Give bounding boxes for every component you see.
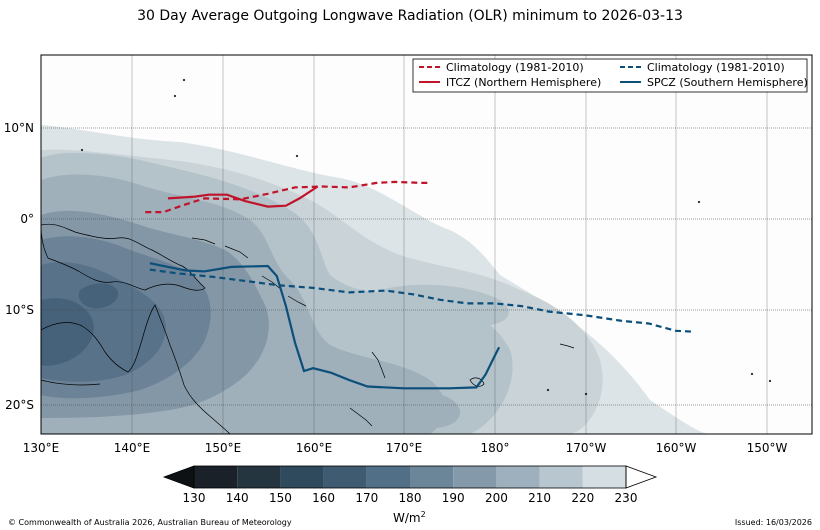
y-tick-label: 0° bbox=[20, 212, 34, 226]
y-axis-labels: 10°N 0° 10°S 20°S bbox=[4, 121, 34, 412]
colorbar-tick-label: 140 bbox=[226, 491, 249, 505]
colorbar-high-extend bbox=[625, 465, 658, 489]
colorbar-bin bbox=[410, 466, 454, 488]
fiji-coast bbox=[469, 377, 485, 387]
island-marker-8 bbox=[546, 388, 550, 392]
olr-contour-160-png bbox=[78, 283, 119, 309]
colorbar-tick-label: 160 bbox=[312, 491, 335, 505]
colorbar-unit-exponent: 2 bbox=[420, 510, 426, 519]
x-tick-label: 170°E bbox=[386, 441, 423, 455]
colorbar-frame bbox=[193, 465, 627, 489]
y-tick-label: 10°N bbox=[4, 121, 34, 135]
colorbar-bin bbox=[453, 466, 497, 488]
spcz-climatology-line bbox=[149, 268, 695, 333]
spcz-line bbox=[149, 262, 501, 390]
colorbar-bin bbox=[539, 466, 583, 488]
colorbar-tick-label: 130 bbox=[183, 491, 206, 505]
colorbar-unit: W/m2 bbox=[393, 510, 426, 525]
x-tick-label: 130°E bbox=[23, 441, 60, 455]
y-tick-label: 20°S bbox=[5, 398, 34, 412]
legend-box bbox=[412, 58, 808, 93]
coastlines bbox=[41, 78, 772, 434]
gridlines bbox=[41, 55, 812, 434]
new-guinea-coast bbox=[41, 223, 206, 291]
solomon-islands-coast bbox=[261, 275, 307, 307]
colorbar-bin bbox=[582, 466, 626, 488]
colorbar-tick-label: 230 bbox=[615, 491, 638, 505]
issued-date: Issued: 16/03/2026 bbox=[734, 518, 812, 527]
colorbar-bin bbox=[323, 466, 367, 488]
itcz-climatology-line bbox=[145, 180, 431, 214]
samoa-coast bbox=[559, 343, 575, 349]
new-britain-coast bbox=[191, 237, 249, 259]
legend-label: SPCZ (Southern Hemisphere) bbox=[647, 76, 808, 89]
colorbar-tick-label: 150 bbox=[269, 491, 292, 505]
map-legend: Climatology (1981-2010) ITCZ (Northern H… bbox=[412, 58, 808, 93]
olr-shading bbox=[41, 125, 710, 434]
island-marker-7 bbox=[768, 379, 772, 383]
island-marker-4 bbox=[295, 154, 299, 158]
colorbar-tick-label: 210 bbox=[528, 491, 551, 505]
colorbar-bin bbox=[194, 466, 238, 488]
olr-contour-secondary bbox=[374, 284, 509, 327]
colorbar-tick-label: 190 bbox=[442, 491, 465, 505]
colorbar: 130 140 150 160 170 180 190 200 210 220 … bbox=[162, 465, 658, 505]
colorbar-tick-label: 200 bbox=[485, 491, 508, 505]
island-marker-9 bbox=[584, 392, 588, 396]
itcz-line bbox=[167, 185, 319, 208]
colorbar-bin bbox=[237, 466, 281, 488]
colorbar-tick-label: 220 bbox=[571, 491, 594, 505]
colorbar-low-extend bbox=[162, 465, 195, 489]
x-tick-label: 150°W bbox=[747, 441, 788, 455]
island-marker-3 bbox=[80, 148, 84, 152]
olr-contour-secondary-2 bbox=[396, 392, 461, 429]
x-tick-label: 140°E bbox=[114, 441, 151, 455]
colorbar-unit-text: W/m bbox=[393, 511, 421, 525]
copyright-footer: © Commonwealth of Australia 2026, Austra… bbox=[8, 518, 292, 527]
x-tick-label: 180° bbox=[481, 441, 510, 455]
map-title: 30 Day Average Outgoing Longwave Radiati… bbox=[137, 8, 683, 24]
colorbar-bin bbox=[496, 466, 540, 488]
x-axis-labels: 130°E 140°E 150°E 160°E 170°E 180° 170°W… bbox=[23, 441, 788, 455]
x-tick-label: 160°W bbox=[656, 441, 697, 455]
legend-label: Climatology (1981-2010) bbox=[446, 61, 584, 74]
colorbar-bin bbox=[280, 466, 324, 488]
legend-label: Climatology (1981-2010) bbox=[647, 61, 785, 74]
convergence-lines bbox=[145, 180, 695, 390]
island-marker-1 bbox=[182, 78, 186, 82]
island-marker-2 bbox=[173, 94, 177, 98]
colorbar-tick-label: 170 bbox=[355, 491, 378, 505]
island-marker-6 bbox=[750, 372, 754, 376]
new-caledonia-coast bbox=[349, 407, 373, 427]
x-tick-label: 170°W bbox=[566, 441, 607, 455]
plot-frame bbox=[40, 54, 813, 435]
x-tick-label: 160°E bbox=[296, 441, 333, 455]
legend-label: ITCZ (Northern Hemisphere) bbox=[446, 76, 601, 89]
vanuatu-coast bbox=[371, 351, 386, 379]
y-tick-label: 10°S bbox=[5, 303, 34, 317]
colorbar-tick-label: 180 bbox=[399, 491, 422, 505]
australia-coast bbox=[41, 304, 231, 434]
x-tick-label: 150°E bbox=[205, 441, 242, 455]
colorbar-bin bbox=[366, 466, 410, 488]
island-marker-5 bbox=[697, 200, 701, 204]
olr-contour-160 bbox=[41, 298, 94, 366]
